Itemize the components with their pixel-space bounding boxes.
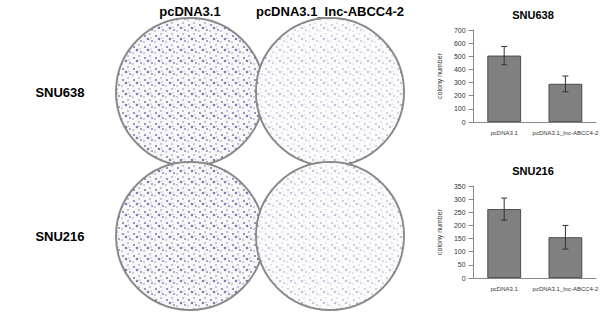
svg-text:pcDNA3.1: pcDNA3.1 xyxy=(491,130,519,136)
svg-text:250: 250 xyxy=(454,209,466,216)
svg-text:300: 300 xyxy=(454,196,466,203)
svg-text:pcDNA3.1_lnc-ABCC4-2: pcDNA3.1_lnc-ABCC4-2 xyxy=(533,130,599,136)
svg-text:400: 400 xyxy=(454,66,466,73)
svg-text:350: 350 xyxy=(454,183,466,190)
svg-text:100: 100 xyxy=(454,105,466,112)
svg-text:SNU638: SNU638 xyxy=(512,9,554,21)
svg-text:colony number: colony number xyxy=(436,208,444,255)
svg-text:200: 200 xyxy=(454,92,466,99)
svg-text:pcDNA3.1: pcDNA3.1 xyxy=(159,4,220,19)
svg-text:pcDNA3.1_lnc-ABCC4-2: pcDNA3.1_lnc-ABCC4-2 xyxy=(256,4,404,19)
svg-text:SNU216: SNU216 xyxy=(512,165,554,177)
svg-text:150: 150 xyxy=(454,235,466,242)
svg-text:700: 700 xyxy=(454,27,466,34)
svg-text:SNU638: SNU638 xyxy=(35,85,84,100)
svg-text:100: 100 xyxy=(454,248,466,255)
svg-text:SNU216: SNU216 xyxy=(35,229,84,244)
svg-text:600: 600 xyxy=(454,40,466,47)
svg-text:500: 500 xyxy=(454,53,466,60)
svg-text:pcDNA3.1: pcDNA3.1 xyxy=(491,286,519,292)
svg-text:0: 0 xyxy=(462,119,466,126)
svg-text:50: 50 xyxy=(458,261,466,268)
svg-text:0: 0 xyxy=(462,275,466,282)
svg-text:200: 200 xyxy=(454,222,466,229)
svg-text:colony number: colony number xyxy=(436,52,444,99)
svg-text:pcDNA3.1_lnc-ABCC4-2: pcDNA3.1_lnc-ABCC4-2 xyxy=(533,286,599,292)
svg-text:300: 300 xyxy=(454,79,466,86)
